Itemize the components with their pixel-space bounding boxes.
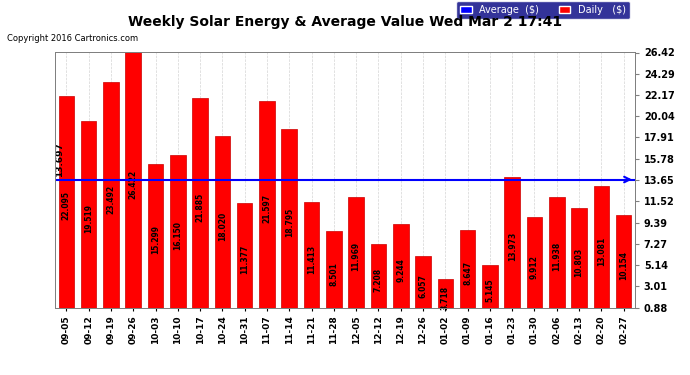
Bar — [304, 202, 319, 316]
Text: 11.377: 11.377 — [240, 245, 249, 274]
Text: 13.081: 13.081 — [597, 236, 606, 266]
Bar — [549, 197, 564, 316]
Bar — [81, 122, 97, 316]
Text: 18.795: 18.795 — [285, 208, 294, 237]
Legend: Average  ($), Daily   ($): Average ($), Daily ($) — [456, 1, 630, 19]
Text: 21.885: 21.885 — [195, 192, 205, 222]
Bar — [237, 203, 253, 316]
Bar — [482, 265, 497, 316]
Bar — [371, 244, 386, 316]
Bar — [148, 164, 164, 316]
Bar — [571, 209, 587, 316]
Bar — [326, 231, 342, 316]
Bar — [616, 215, 631, 316]
Text: 21.597: 21.597 — [262, 194, 271, 223]
Text: 18.020: 18.020 — [218, 212, 227, 241]
Text: 16.150: 16.150 — [173, 221, 182, 250]
Bar — [460, 230, 475, 316]
Text: 13.973: 13.973 — [508, 232, 517, 261]
Bar — [103, 82, 119, 316]
Bar — [593, 186, 609, 316]
Text: Copyright 2016 Cartronics.com: Copyright 2016 Cartronics.com — [7, 34, 138, 43]
Text: Weekly Solar Energy & Average Value Wed Mar 2 17:41: Weekly Solar Energy & Average Value Wed … — [128, 15, 562, 29]
Bar — [393, 224, 408, 316]
Text: 11.413: 11.413 — [307, 245, 316, 274]
Text: 3.718: 3.718 — [441, 286, 450, 310]
Text: 15.299: 15.299 — [151, 225, 160, 254]
Bar — [59, 96, 74, 316]
Bar — [437, 279, 453, 316]
Bar — [193, 98, 208, 316]
Bar — [415, 256, 431, 316]
Bar — [170, 155, 186, 316]
Text: 11.938: 11.938 — [552, 242, 561, 272]
Bar — [215, 136, 230, 316]
Text: 7.208: 7.208 — [374, 268, 383, 292]
Bar — [282, 129, 297, 316]
Text: 23.492: 23.492 — [106, 184, 115, 214]
Bar — [504, 177, 520, 316]
Text: 19.519: 19.519 — [84, 204, 93, 233]
Text: 13.697: 13.697 — [55, 142, 64, 177]
Text: 5.145: 5.145 — [485, 279, 495, 302]
Text: 9.912: 9.912 — [530, 255, 539, 279]
Text: 8.501: 8.501 — [329, 262, 338, 286]
Text: 10.803: 10.803 — [575, 248, 584, 277]
Text: 6.057: 6.057 — [419, 274, 428, 298]
Text: 22.095: 22.095 — [62, 192, 71, 220]
Bar — [259, 100, 275, 316]
Text: 10.154: 10.154 — [619, 251, 628, 280]
Text: 26.422: 26.422 — [129, 170, 138, 199]
Text: 8.647: 8.647 — [463, 261, 472, 285]
Bar — [126, 53, 141, 316]
Bar — [348, 197, 364, 316]
Bar — [526, 217, 542, 316]
Text: 11.969: 11.969 — [352, 242, 361, 271]
Text: 9.244: 9.244 — [396, 258, 405, 282]
